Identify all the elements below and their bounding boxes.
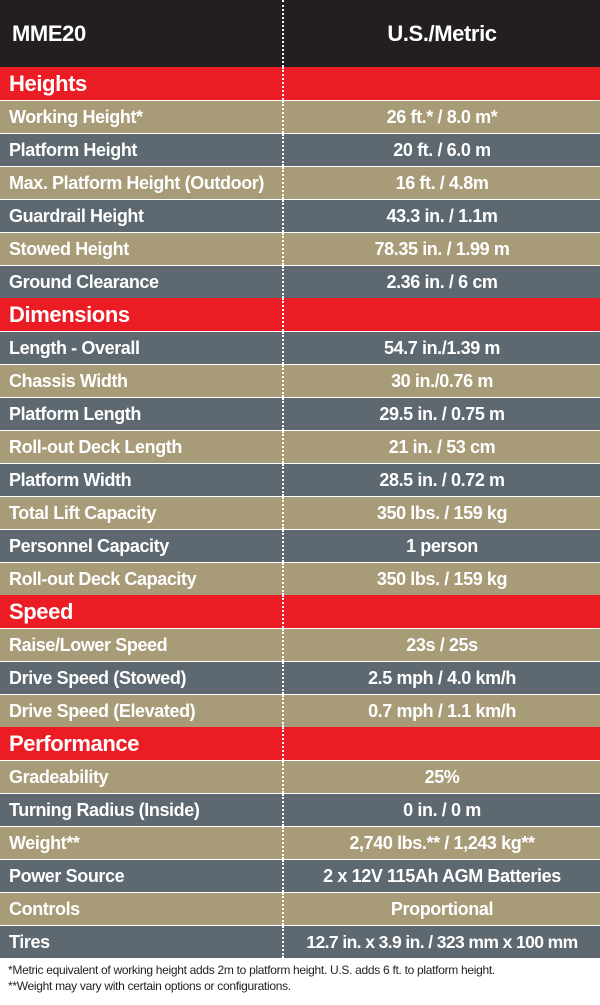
spec-value: 23s / 25s	[406, 634, 478, 655]
spec-label: Turning Radius (Inside)	[0, 794, 284, 826]
table-row: Tires 12.7 in. x 3.9 in. / 323 mm x 100 …	[0, 925, 600, 958]
spec-label: Weight**	[0, 827, 284, 859]
section-title: Performance	[0, 727, 284, 760]
section-speed: Speed	[0, 595, 600, 628]
section-heights: Heights	[0, 67, 600, 100]
units-heading: U.S./Metric	[387, 20, 497, 46]
spec-label: Max. Platform Height (Outdoor)	[0, 167, 284, 199]
spec-label: Chassis Width	[0, 365, 284, 397]
section-title: Heights	[0, 67, 284, 100]
spec-value: 0.7 mph / 1.1 km/h	[368, 700, 516, 721]
table-row: Chassis Width 30 in./0.76 m	[0, 364, 600, 397]
spec-value: 2.5 mph / 4.0 km/h	[368, 667, 516, 688]
table-row: Gradeability 25%	[0, 760, 600, 793]
model-name: MME20	[0, 0, 284, 67]
footnotes: *Metric equivalent of working height add…	[0, 958, 600, 994]
spec-value: 12.7 in. x 3.9 in. / 323 mm x 100 mm	[306, 931, 578, 952]
table-row: Personnel Capacity 1 person	[0, 529, 600, 562]
spec-label: Stowed Height	[0, 233, 284, 265]
spec-value: 2 x 12V 115Ah AGM Batteries	[323, 865, 561, 886]
spec-value: 54.7 in./1.39 m	[383, 337, 501, 358]
spec-value: 26 ft.* / 8.0 m*	[386, 106, 498, 127]
spec-value: Proportional	[390, 898, 494, 919]
spec-value: 21 in. / 53 cm	[388, 436, 496, 457]
table-header: MME20 U.S./Metric	[0, 0, 600, 67]
spec-value: 43.3 in. / 1.1m	[386, 205, 498, 226]
spec-value: 20 ft. / 6.0 m	[393, 139, 491, 160]
spec-label: Roll-out Deck Length	[0, 431, 284, 463]
table-row: Roll-out Deck Length 21 in. / 53 cm	[0, 430, 600, 463]
spec-value: 25%	[424, 766, 460, 787]
spec-value: 0 in. / 0 m	[403, 799, 481, 820]
spec-label: Controls	[0, 893, 284, 925]
table-row: Ground Clearance 2.36 in. / 6 cm	[0, 265, 600, 298]
spec-label: Platform Length	[0, 398, 284, 430]
spec-label: Working Height*	[0, 101, 284, 133]
spec-value: 350 lbs. / 159 kg	[376, 568, 508, 589]
table-row: Guardrail Height 43.3 in. / 1.1m	[0, 199, 600, 232]
spec-value: 1 person	[406, 535, 478, 556]
spec-label: Guardrail Height	[0, 200, 284, 232]
spec-label: Personnel Capacity	[0, 530, 284, 562]
table-row: Max. Platform Height (Outdoor) 16 ft. / …	[0, 166, 600, 199]
spec-value: 29.5 in. / 0.75 m	[379, 403, 505, 424]
table-row: Stowed Height 78.35 in. / 1.99 m	[0, 232, 600, 265]
table-row: Platform Height 20 ft. / 6.0 m	[0, 133, 600, 166]
spec-label: Drive Speed (Stowed)	[0, 662, 284, 694]
spec-value: 16 ft. / 4.8m	[395, 172, 489, 193]
spec-label: Ground Clearance	[0, 266, 284, 298]
spec-label: Length - Overall	[0, 332, 284, 364]
spec-value: 30 in./0.76 m	[391, 370, 493, 391]
section-dimensions: Dimensions	[0, 298, 600, 331]
table-row: Power Source 2 x 12V 115Ah AGM Batteries	[0, 859, 600, 892]
table-row: Working Height* 26 ft.* / 8.0 m*	[0, 100, 600, 133]
spec-label: Drive Speed (Elevated)	[0, 695, 284, 727]
table-row: Roll-out Deck Capacity 350 lbs. / 159 kg	[0, 562, 600, 595]
table-row: Controls Proportional	[0, 892, 600, 925]
spec-value: 28.5 in. / 0.72 m	[379, 469, 505, 490]
spec-value: 350 lbs. / 159 kg	[376, 502, 508, 523]
table-row: Drive Speed (Stowed) 2.5 mph / 4.0 km/h	[0, 661, 600, 694]
spec-label: Gradeability	[0, 761, 284, 793]
table-row: Length - Overall 54.7 in./1.39 m	[0, 331, 600, 364]
table-row: Platform Length 29.5 in. / 0.75 m	[0, 397, 600, 430]
spec-label: Roll-out Deck Capacity	[0, 563, 284, 595]
spec-label: Platform Width	[0, 464, 284, 496]
section-title: Dimensions	[0, 298, 284, 331]
spec-label: Power Source	[0, 860, 284, 892]
spec-label: Raise/Lower Speed	[0, 629, 284, 661]
spec-label: Tires	[0, 926, 284, 958]
table-row: Platform Width 28.5 in. / 0.72 m	[0, 463, 600, 496]
spec-label: Platform Height	[0, 134, 284, 166]
section-title: Speed	[0, 595, 284, 628]
table-row: Weight** 2,740 lbs.** / 1,243 kg**	[0, 826, 600, 859]
spec-value: 2,740 lbs.** / 1,243 kg**	[349, 832, 535, 853]
spec-value: 78.35 in. / 1.99 m	[374, 238, 510, 259]
section-performance: Performance	[0, 727, 600, 760]
spec-label: Total Lift Capacity	[0, 497, 284, 529]
spec-table: MME20 U.S./Metric Heights Working Height…	[0, 0, 600, 958]
footnote-weight: **Weight may vary with certain options o…	[8, 979, 291, 993]
table-row: Total Lift Capacity 350 lbs. / 159 kg	[0, 496, 600, 529]
table-row: Drive Speed (Elevated) 0.7 mph / 1.1 km/…	[0, 694, 600, 727]
table-row: Raise/Lower Speed 23s / 25s	[0, 628, 600, 661]
table-row: Turning Radius (Inside) 0 in. / 0 m	[0, 793, 600, 826]
spec-value: 2.36 in. / 6 cm	[386, 271, 498, 292]
footnote-working-height: *Metric equivalent of working height add…	[8, 963, 495, 977]
